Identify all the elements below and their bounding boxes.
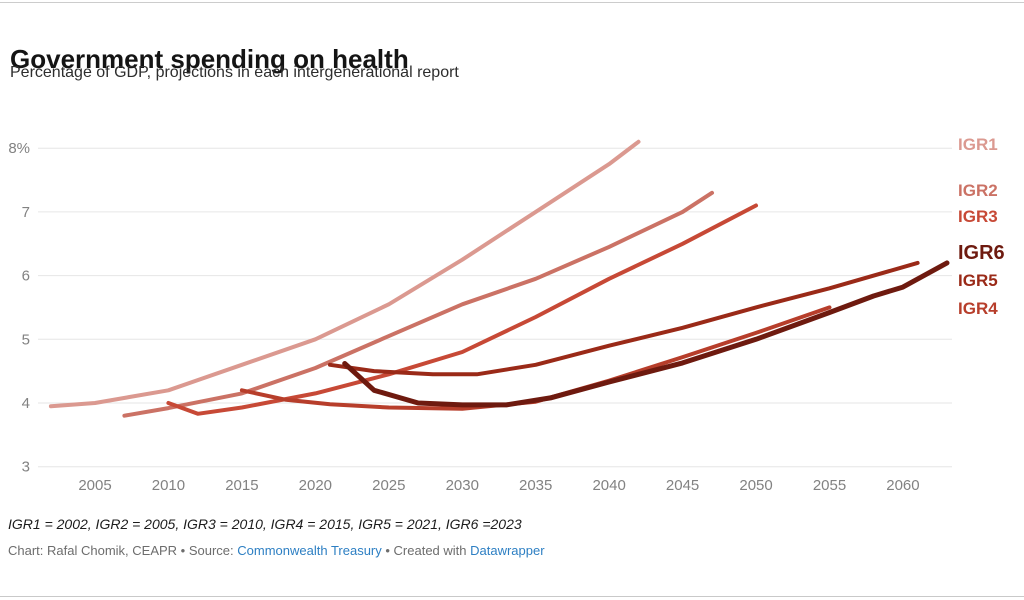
series-label-IGR2: IGR2 xyxy=(958,181,998,200)
series-line-IGR3 xyxy=(166,203,758,416)
page-title: Government spending on health xyxy=(10,44,409,75)
y-tick-label-7: 7 xyxy=(22,204,30,221)
series-label-IGR6: IGR6 xyxy=(958,242,1005,264)
y-tick-label-5: 5 xyxy=(22,331,30,348)
x-tick-label-2035: 2035 xyxy=(519,477,552,494)
series-label-IGR3: IGR3 xyxy=(958,207,998,226)
source-link[interactable]: Commonwealth Treasury xyxy=(237,543,382,558)
credit-text: Chart: Rafal Chomik, CEAPR • Source: xyxy=(8,543,238,558)
x-tick-label-2025: 2025 xyxy=(372,477,405,494)
x-tick-label-2005: 2005 xyxy=(78,477,111,494)
x-tick-label-2060: 2060 xyxy=(886,477,919,494)
bottom-divider xyxy=(0,596,1024,597)
y-tick-label-6: 6 xyxy=(22,268,30,285)
x-tick-label-2020: 2020 xyxy=(299,477,332,494)
x-tick-label-2045: 2045 xyxy=(666,477,699,494)
credit-separator: • Created with xyxy=(381,543,471,558)
x-tick-label-2030: 2030 xyxy=(446,477,479,494)
series-line-IGR2 xyxy=(122,190,714,418)
series-label-IGR4: IGR4 xyxy=(958,299,998,318)
top-divider xyxy=(0,2,1024,3)
series-line-IGR4 xyxy=(239,305,832,411)
datawrapper-link[interactable]: Datawrapper xyxy=(470,543,545,558)
x-tick-label-2050: 2050 xyxy=(739,477,772,494)
y-tick-label-8: 8% xyxy=(8,140,30,157)
footnote: IGR1 = 2002, IGR2 = 2005, IGR3 = 2010, I… xyxy=(8,516,522,532)
series-label-IGR5: IGR5 xyxy=(958,271,998,290)
x-tick-label-2015: 2015 xyxy=(225,477,258,494)
x-tick-label-2040: 2040 xyxy=(592,477,625,494)
series-line-IGR6 xyxy=(342,260,950,408)
y-tick-label-3: 3 xyxy=(22,459,30,476)
y-tick-label-4: 4 xyxy=(22,395,30,412)
series-line-IGR5 xyxy=(328,260,920,377)
x-tick-label-2055: 2055 xyxy=(813,477,846,494)
attribution-line: Chart: Rafal Chomik, CEAPR • Source: Com… xyxy=(8,543,545,558)
series-label-IGR1: IGR1 xyxy=(958,135,998,154)
chart-subtitle: Percentage of GDP, projections in each i… xyxy=(10,64,459,81)
series-line-IGR1 xyxy=(48,139,641,409)
x-tick-label-2010: 2010 xyxy=(152,477,185,494)
